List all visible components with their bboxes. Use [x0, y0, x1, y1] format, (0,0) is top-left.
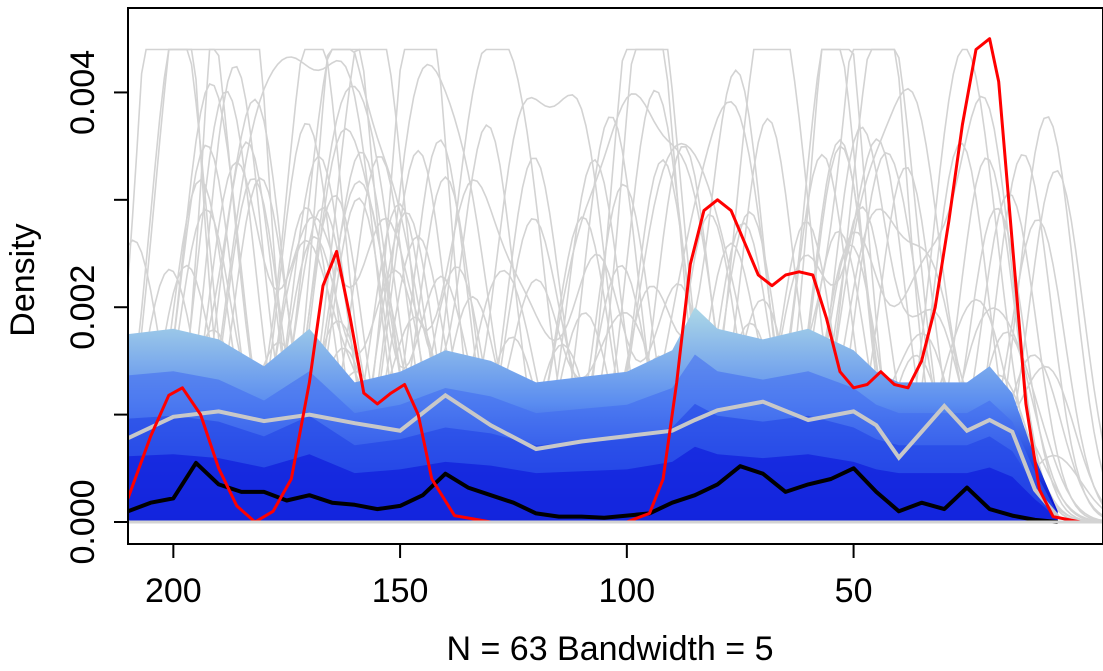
x-axis-title: N = 63 Bandwidth = 5: [446, 630, 773, 668]
x-tick-label: 50: [835, 572, 873, 610]
x-tick-label: 150: [372, 572, 429, 610]
mean-density-line: [128, 392, 1060, 518]
x-axis: 200 150 100 50: [145, 543, 873, 610]
y-tick-label: 0.004: [64, 50, 102, 135]
median-density-line: [128, 460, 1058, 524]
observed-density-line: [128, 37, 1103, 524]
plot-area: [128, 37, 1103, 524]
y-axis: 0.000 0.002 0.004: [64, 50, 129, 565]
x-tick-label: 200: [145, 572, 202, 610]
envelope-band-group: [128, 307, 1060, 522]
x-tick-label: 100: [598, 572, 655, 610]
y-axis-title: Density: [4, 223, 42, 336]
y-tick-label: 0.002: [64, 265, 102, 350]
series-lines: [128, 37, 1103, 524]
y-tick-label: 0.000: [64, 479, 102, 564]
envelope-band-inner: [128, 446, 1058, 522]
